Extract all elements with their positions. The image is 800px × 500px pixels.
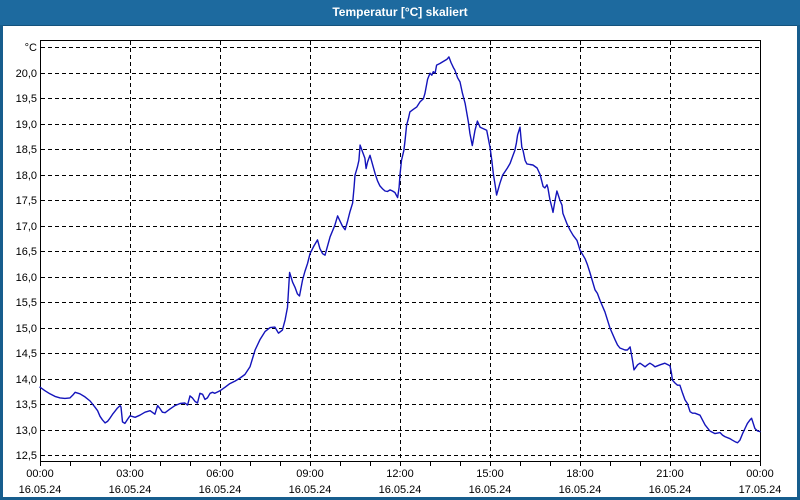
x-axis-labels: 00:00 16.05.24 03:00 16.05.24 06:00 16.05.24 0…: [19, 468, 782, 496]
x-tick-date-label: 16.05.24: [379, 484, 422, 496]
y-tick-label: 14,5: [16, 348, 37, 360]
y-tick-label: 14,0: [16, 374, 37, 386]
x-tick-date-label: 16.05.24: [289, 484, 332, 496]
y-tick-label: 17,5: [16, 195, 37, 207]
x-tick-date-label: 16.05.24: [199, 484, 242, 496]
y-tick-label: 19,5: [16, 93, 37, 105]
y-tick-label: 19,0: [16, 119, 37, 131]
gridlines: [41, 41, 760, 460]
y-tick-label: 15,5: [16, 297, 37, 309]
window-border-left: [0, 25, 3, 500]
window-border-right: [797, 25, 800, 500]
x-tick-date-label: 16.05.24: [19, 484, 62, 496]
x-tick-date-label: 16.05.24: [649, 484, 692, 496]
x-tick-time-label: 12:00: [386, 468, 414, 480]
window-titlebar[interactable]: Temperatur [°C] skaliert: [0, 0, 800, 26]
y-tick-label: 20,0: [16, 68, 37, 80]
x-tick-time-label: 00:00: [746, 468, 774, 480]
x-axis-ticks: [40, 461, 761, 466]
x-tick-time-label: 21:00: [656, 468, 684, 480]
y-tick-label: 15,0: [16, 323, 37, 335]
y-axis-unit-label: °C: [25, 42, 37, 54]
x-tick-time-label: 00:00: [26, 468, 54, 480]
x-tick-date-label: 16.05.24: [109, 484, 152, 496]
x-tick-time-label: 06:00: [206, 468, 234, 480]
window-border-bottom: [0, 497, 800, 500]
x-tick-time-label: 03:00: [116, 468, 144, 480]
temperature-line: [39, 56, 761, 444]
y-tick-label: 17,0: [16, 221, 37, 233]
y-tick-label: 18,0: [16, 170, 37, 182]
y-tick-label: 12,5: [16, 450, 37, 462]
window-title: Temperatur [°C] skaliert: [332, 5, 468, 19]
x-tick-time-label: 18:00: [566, 468, 594, 480]
y-tick-label: 18,5: [16, 144, 37, 156]
x-tick-date-label: 16.05.24: [559, 484, 602, 496]
x-tick-time-label: 15:00: [476, 468, 504, 480]
x-tick-date-label: 17.05.24: [739, 484, 782, 496]
x-tick-time-label: 09:00: [296, 468, 324, 480]
x-tick-date-label: 16.05.24: [469, 484, 512, 496]
y-axis-labels: 12,5 13,0 13,5 14,0 14,5 15,0 15,5 16,0 16,5 17,0…: [16, 42, 37, 462]
y-tick-label: 13,5: [16, 399, 37, 411]
y-tick-label: 16,5: [16, 246, 37, 258]
y-tick-label: 13,0: [16, 425, 37, 437]
y-tick-label: 16,0: [16, 272, 37, 284]
